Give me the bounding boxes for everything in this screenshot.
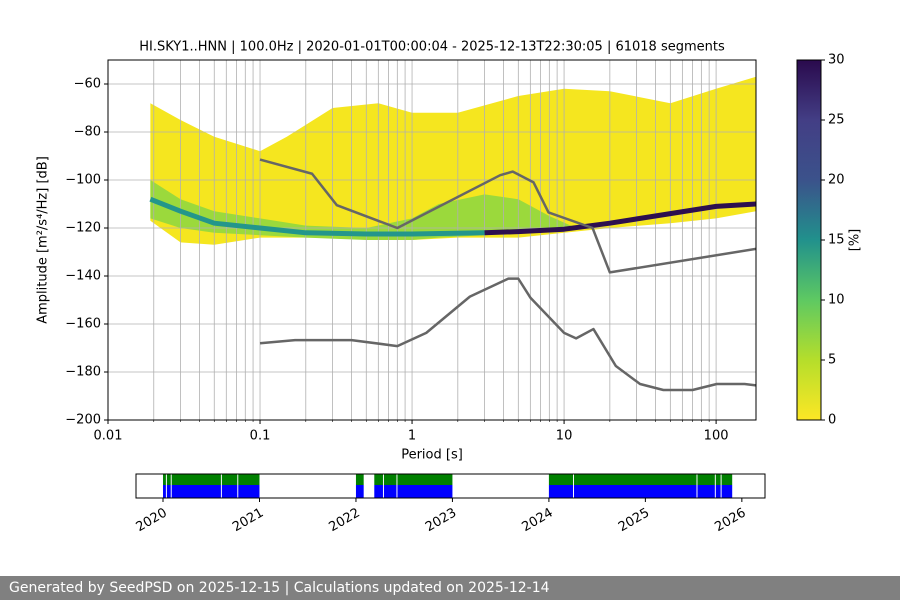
timeline-tick-label: 2024: [519, 506, 555, 536]
mode-line: [484, 201, 756, 236]
coverage-segment: [383, 474, 397, 485]
coverage-segment: [573, 474, 697, 485]
coverage-segment: [715, 474, 721, 485]
y-tick-label: −100: [65, 173, 101, 188]
coverage-segment: [238, 474, 260, 485]
coverage-segment: [355, 485, 364, 498]
y-tick-label: −140: [65, 269, 101, 284]
coverage-segment: [721, 474, 733, 485]
colorbar-tick-label: 25: [828, 113, 845, 128]
y-tick-label: −60: [74, 77, 101, 92]
timeline-tick-label: 2026: [712, 506, 748, 536]
x-tick-label: 10: [556, 429, 573, 444]
coverage-segment: [163, 474, 166, 485]
timeline-frame: [135, 473, 766, 499]
coverage-segment: [374, 485, 383, 498]
coverage-segment: [163, 485, 166, 498]
coverage-segment: [355, 474, 364, 485]
coverage-segment: [697, 474, 715, 485]
coverage-segment: [221, 485, 238, 498]
colorbar-tick-label: 0: [828, 413, 836, 428]
density-area: [150, 180, 577, 240]
colorbar-label: [%]: [848, 229, 863, 252]
coverage-segment: [548, 485, 574, 498]
coverage-segment: [397, 474, 453, 485]
coverage-segment: [573, 485, 697, 498]
colorbar: [796, 59, 822, 421]
colorbar-tick-label: 5: [828, 353, 836, 368]
coverage-segment: [715, 485, 721, 498]
y-tick-label: −200: [65, 413, 101, 428]
x-tick-label: 0.01: [94, 429, 123, 444]
x-axis-label: Period [s]: [401, 448, 463, 463]
footer: Generated by SeedPSD on 2025-12-15 | Cal…: [0, 576, 900, 600]
coverage-segment: [721, 485, 733, 498]
timeline-tick-label: 2023: [423, 506, 459, 536]
coverage-segment: [171, 474, 221, 485]
colorbar-tick-label: 10: [828, 293, 845, 308]
plot-frame: [107, 59, 757, 421]
coverage-segment: [238, 485, 260, 498]
noise-model-line: [259, 277, 756, 392]
timeline-tick-label: 2022: [327, 506, 363, 536]
y-tick-label: −80: [74, 125, 101, 140]
x-tick-label: 1: [408, 429, 416, 444]
chart-title: HI.SKY1..HNN | 100.0Hz | 2020-01-01T00:0…: [139, 40, 725, 55]
coverage-segment: [374, 474, 383, 485]
colorbar-tick-label: 20: [828, 173, 845, 188]
y-tick-label: −120: [65, 221, 101, 236]
x-tick-label: 100: [704, 429, 729, 444]
coverage-segment: [166, 485, 171, 498]
coverage-segment: [548, 474, 574, 485]
coverage-segment: [166, 474, 171, 485]
mode-line: [149, 196, 485, 237]
x-tick-label: 0.1: [250, 429, 271, 444]
y-axis-label: Amplitude [m²/s⁴/Hz] [dB]: [36, 156, 51, 324]
coverage-segment: [171, 485, 221, 498]
timeline-tick-label: 2025: [616, 506, 652, 536]
colorbar-tick-label: 30: [828, 53, 845, 68]
colorbar-tick-label: 15: [828, 233, 845, 248]
y-tick-label: −180: [65, 365, 101, 380]
noise-model-line: [259, 158, 756, 274]
coverage-segment: [383, 485, 397, 498]
density-area: [150, 76, 756, 245]
timeline-tick-label: 2021: [230, 506, 266, 536]
plot-content: [108, 60, 756, 420]
coverage-segment: [221, 474, 238, 485]
coverage-segment: [397, 485, 453, 498]
coverage-segment: [697, 485, 715, 498]
y-tick-label: −160: [65, 317, 101, 332]
timeline-tick-label: 2020: [134, 506, 170, 536]
chart: HI.SKY1..HNN | 100.0Hz | 2020-01-01T00:0…: [36, 40, 863, 536]
